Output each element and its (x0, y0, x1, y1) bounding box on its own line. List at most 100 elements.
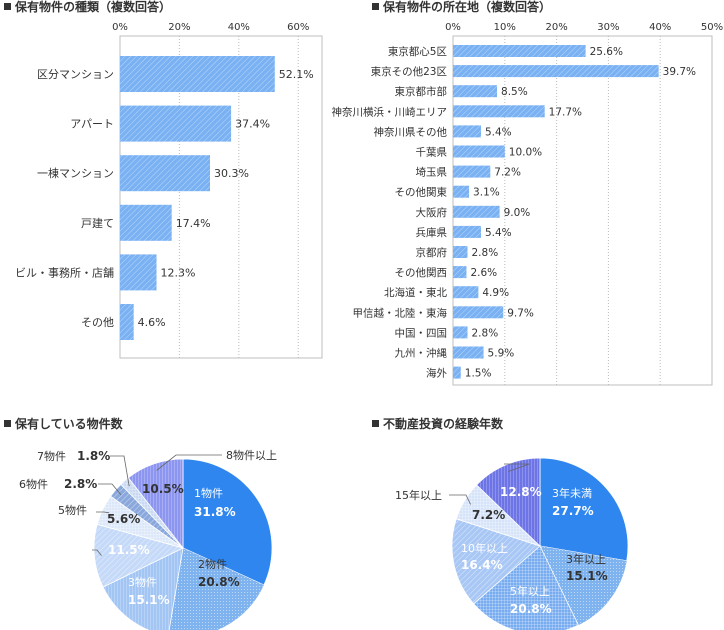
slice-label: 15年以上 (395, 488, 442, 502)
x-tick-label: 20% (168, 22, 190, 33)
category-label: 神奈川県その他 (374, 125, 448, 138)
slice-value: 20.8% (510, 602, 552, 616)
category-label: 北海道・東北 (384, 286, 447, 299)
category-label: 一棟マンション (37, 166, 114, 180)
value-label: 9.0% (504, 207, 531, 219)
slice-value: 11.5% (108, 543, 150, 557)
value-label: 1.5% (465, 368, 492, 380)
category-label: アパート (70, 118, 114, 131)
bar (453, 366, 461, 379)
category-label: 海外 (426, 367, 447, 380)
value-label: 12.3% (161, 266, 196, 279)
slice-label: 7物件 (37, 449, 66, 463)
x-tick-label: 0% (112, 22, 128, 33)
title-square-icon (4, 3, 11, 10)
bar-chart-property-types: 0% 20% 40% 60% 区分マンション 52.1% アパート 37.4% 一棟マンション 3… (15, 22, 323, 359)
value-label: 4.6% (138, 316, 166, 329)
bar (120, 105, 232, 142)
value-label: 2.8% (472, 327, 499, 339)
bar (453, 165, 491, 178)
pie-slice-texture (110, 484, 183, 548)
value-label: 2.8% (472, 247, 499, 259)
bar (120, 204, 172, 241)
bar (453, 246, 468, 258)
category-label: 九州・沖縄 (395, 347, 448, 360)
slice-value: 27.7% (552, 504, 594, 518)
slice-value: 12.8% (500, 485, 542, 499)
category-label: 埼玉県 (416, 166, 448, 179)
x-tick-label: 10% (494, 22, 516, 33)
value-label: 17.7% (549, 106, 582, 118)
x-tick-label: 20% (545, 22, 567, 33)
slice-label: 4物件 (45, 543, 74, 557)
pie-slice-texture (97, 496, 183, 548)
value-label: 4.9% (482, 287, 509, 299)
x-tick-label: 30% (597, 22, 619, 33)
slice-value: 15.1% (128, 593, 170, 607)
bar (120, 56, 275, 92)
bar (120, 254, 157, 291)
pie-slice-texture (94, 524, 183, 588)
bar (453, 205, 500, 218)
category-label: その他 (81, 316, 114, 329)
slice-label: 8物件以上 (226, 448, 277, 462)
slice-value: 15.1% (566, 569, 608, 583)
title-square-icon (4, 420, 11, 427)
bar (453, 326, 468, 339)
pie-slice-texture (476, 458, 540, 546)
category-label: 区分マンション (37, 68, 114, 81)
category-label: その他関東 (395, 186, 448, 199)
value-label: 9.7% (507, 307, 534, 319)
bar (453, 286, 479, 299)
category-label: 東京都市部 (395, 85, 448, 98)
bar (120, 304, 134, 340)
value-label: 5.9% (488, 348, 515, 360)
slice-label: 3物件 (128, 575, 157, 589)
category-label: 神奈川横浜・川崎エリア (332, 105, 448, 118)
slice-label: 5年以上 (510, 584, 550, 598)
pie-slice-texture (456, 484, 540, 546)
leader-line (96, 511, 110, 514)
bar-chart-property-locations: 0% 10% 20% 30% 40% 50% 東京都心5区 25.6% 東京その他23区 39.7… (332, 22, 723, 386)
panel-title: 保有物件の所在地（複数回答） (382, 0, 551, 14)
slice-value: 31.8% (194, 505, 236, 519)
value-label: 5.4% (485, 126, 512, 138)
x-tick-label: 0% (445, 22, 461, 33)
slice-value: 7.2% (472, 508, 505, 522)
bar (120, 155, 211, 192)
bar (453, 306, 504, 319)
value-label: 10.0% (509, 147, 542, 159)
value-label: 3.1% (473, 187, 500, 199)
bar (453, 45, 586, 57)
slice-label: 1物件 (194, 486, 223, 500)
pie-chart-property-count: 1物件 31.8% 2物件 20.8% 3物件 15.1% 4物件 11.5% 5物件 5.6% 6… (19, 448, 277, 630)
category-label: 兵庫県 (416, 226, 448, 239)
x-tick-label: 60% (287, 22, 309, 33)
bar (453, 105, 545, 118)
value-label: 25.6% (590, 46, 623, 58)
value-label: 39.7% (663, 66, 696, 78)
value-label: 17.4% (176, 217, 211, 230)
bar (453, 85, 498, 98)
category-label: 千葉県 (416, 146, 448, 159)
leader-line (110, 455, 130, 487)
bar (453, 346, 484, 359)
pie-slice-texture (120, 477, 183, 548)
slice-label: 2物件 (198, 557, 227, 571)
value-label: 8.5% (501, 86, 528, 98)
category-label: 東京その他23区 (371, 65, 447, 78)
leader-line (504, 463, 530, 472)
panel-title: 不動産投資の経験年数 (383, 416, 504, 431)
pie-slice-texture (540, 546, 627, 626)
leader-line (156, 454, 222, 471)
value-label: 52.1% (279, 68, 314, 81)
title-investment-years: 不動産投資の経験年数 (372, 416, 504, 431)
slice-label: 6物件 (19, 477, 48, 491)
category-label: その他関西 (395, 266, 448, 279)
category-label: 東京都心5区 (388, 45, 447, 58)
leader-line (92, 549, 102, 556)
title-square-icon (372, 420, 379, 427)
slice-label: 20年以上 (449, 457, 496, 471)
pie-slice-texture (452, 518, 540, 604)
